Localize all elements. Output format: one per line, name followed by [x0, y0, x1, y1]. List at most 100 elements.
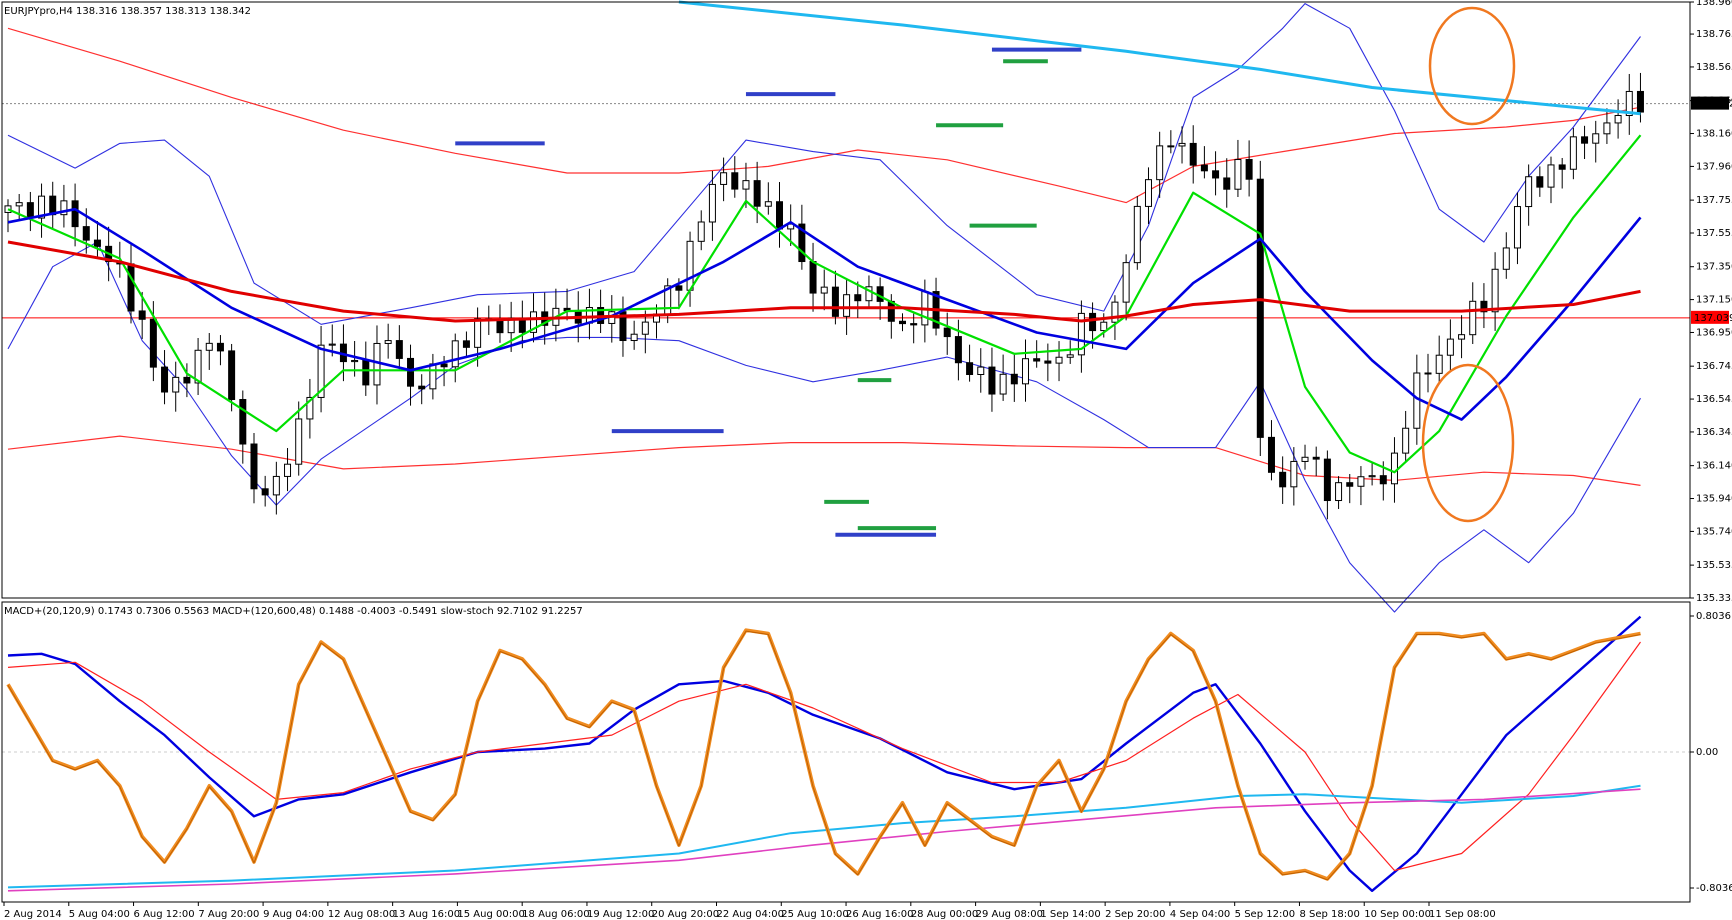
series-macd-slow-signal — [7, 788, 1641, 892]
candle-body — [1636, 90, 1644, 113]
candle-body — [407, 357, 415, 387]
candle-body — [15, 202, 23, 207]
candle-body — [798, 223, 806, 263]
candle-body — [843, 294, 851, 317]
candle-body — [1323, 458, 1331, 502]
candle-body — [295, 418, 303, 465]
candle-body — [1536, 176, 1544, 188]
candle-body — [999, 373, 1007, 395]
candle-body — [1603, 122, 1611, 135]
candle-body — [1167, 145, 1175, 148]
price-tick-label: 136.345 — [1696, 427, 1732, 438]
candle-body — [530, 311, 538, 333]
price-tick-label: 138.565 — [1696, 62, 1732, 73]
candle-body — [1212, 170, 1220, 179]
series-envelope-upper — [7, 27, 1641, 204]
candle-body — [1446, 338, 1454, 356]
candle-body — [831, 286, 839, 317]
time-tick-label: 25 Aug 10:00 — [781, 909, 848, 920]
series-ema-fast — [7, 134, 1642, 474]
candle-body — [440, 363, 448, 368]
time-tick-label: 20 Aug 20:00 — [652, 909, 719, 920]
candle-body — [764, 201, 772, 207]
candle-body — [1200, 164, 1208, 172]
candle-body — [1301, 456, 1309, 462]
candle-body — [1402, 427, 1410, 454]
candle-body — [1223, 177, 1231, 190]
candle-body — [328, 343, 336, 346]
time-tick-label: 26 Aug 16:00 — [846, 909, 913, 920]
candle-body — [474, 318, 482, 348]
series-band-upper — [7, 3, 1641, 325]
candle-body — [351, 359, 359, 363]
candle-body — [1357, 476, 1365, 487]
indicator-tick-label: 0.00 — [1696, 747, 1718, 758]
candle-body — [865, 286, 873, 302]
price-tick-label: 135.940 — [1696, 494, 1732, 505]
candle-body — [26, 202, 34, 219]
candle-body — [898, 320, 906, 325]
level-price-tag: 137.039 — [1694, 313, 1732, 324]
candle-body — [697, 221, 705, 242]
candle-body — [1077, 312, 1085, 356]
price-tick-label: 137.960 — [1696, 161, 1732, 172]
candle-body — [60, 200, 68, 216]
price-panel-header: EURJPYpro,H4 138.316 138.357 138.313 138… — [4, 6, 251, 17]
candle-body — [1491, 268, 1499, 313]
series-ema-mid — [7, 207, 1642, 421]
price-tick-label: 135.335 — [1696, 593, 1732, 604]
candle-body — [1044, 360, 1052, 364]
candle-body — [1502, 247, 1510, 270]
candle-body — [1055, 356, 1063, 364]
time-tick-label: 10 Sep 00:00 — [1364, 909, 1431, 920]
candle-body — [1525, 176, 1533, 208]
candle-body — [127, 263, 135, 312]
candle-body — [93, 239, 101, 247]
candle-body — [205, 342, 213, 351]
candle-body — [1312, 456, 1320, 460]
candle-body — [418, 385, 426, 390]
candle-body — [966, 362, 974, 376]
price-tick-label: 137.555 — [1696, 228, 1732, 239]
time-tick-label: 7 Aug 20:00 — [198, 909, 259, 920]
candle-body — [284, 463, 292, 477]
candle-body — [1614, 115, 1622, 124]
candle-body — [1480, 300, 1488, 313]
candle-body — [720, 172, 728, 185]
series-macd-slow — [7, 784, 1641, 889]
candle-body — [1379, 475, 1387, 485]
candle-body — [38, 195, 46, 219]
price-tick-label: 138.160 — [1696, 129, 1732, 140]
candle-body — [183, 376, 191, 384]
candle-body — [1144, 179, 1152, 207]
candle-body — [1390, 452, 1398, 485]
time-tick-label: 29 Aug 08:00 — [976, 909, 1043, 920]
candle-body — [1089, 312, 1097, 332]
time-tick-label: 2 Sep 20:00 — [1105, 909, 1165, 920]
candle-body — [1021, 358, 1029, 385]
series-macd-fast-signal — [7, 641, 1641, 872]
current-price-tag-bg — [1691, 96, 1729, 110]
candle-body — [138, 310, 146, 320]
candle-body — [216, 342, 224, 352]
candle-body — [820, 286, 828, 294]
candle-body — [1513, 206, 1521, 249]
time-tick-label: 11 Sep 08:00 — [1429, 909, 1496, 920]
time-tick-label: 2 Aug 2014 — [4, 909, 62, 920]
candle-body — [1625, 90, 1633, 117]
time-tick-label: 15 Aug 00:00 — [457, 909, 524, 920]
candle-body — [1156, 145, 1164, 181]
candle-body — [1189, 142, 1197, 166]
candle-body — [708, 183, 716, 223]
price-tick-label: 136.140 — [1696, 461, 1732, 472]
candle-body — [988, 366, 996, 395]
current-price-tag: 138.342 — [1694, 99, 1732, 110]
candle-body — [1346, 482, 1354, 487]
candle-body — [675, 285, 683, 291]
price-tick-label: 135.740 — [1696, 526, 1732, 537]
candle-body — [71, 200, 79, 228]
annotation-circle-top — [1428, 6, 1516, 126]
candle-body — [161, 366, 169, 393]
candle-body — [462, 340, 470, 348]
